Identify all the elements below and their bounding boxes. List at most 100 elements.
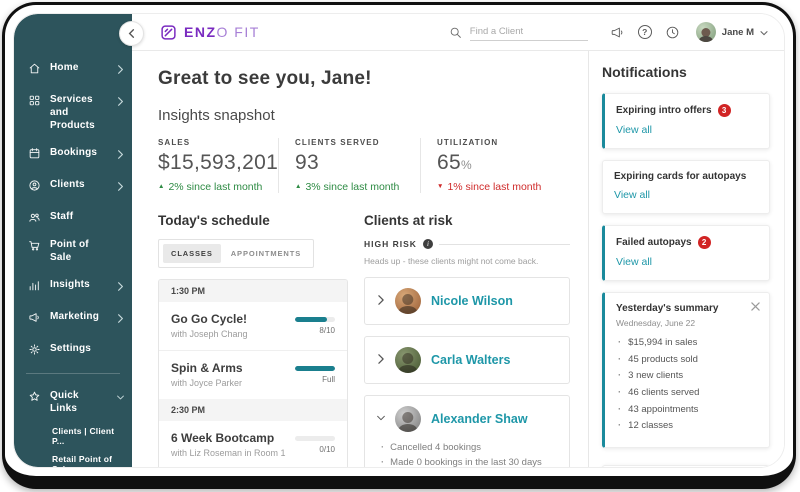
stat-utilization: UTILIZATION 65% 1% since last month [420,138,555,193]
sidebar-item-home[interactable]: Home [14,54,132,86]
client-name-link[interactable]: Carla Walters [431,353,511,367]
clock-icon [666,26,679,38]
class-title: 6 Week Bootcamp [171,431,275,445]
class-info: Spin & Arms with Joyce Parker [171,361,243,388]
stat-label: SALES [158,138,191,147]
chevron-right-icon[interactable] [377,351,385,369]
stat-label: CLIENTS SERVED [295,138,380,147]
client-name-link[interactable]: Nicole Wilson [431,294,513,308]
bar-chart-icon [29,281,39,291]
user-name: Jane M [721,26,754,38]
summary-item: 45 products sold [618,352,758,369]
sidebar-item-bookings[interactable]: Bookings [14,139,132,171]
announcements-button[interactable] [610,25,625,40]
user-menu[interactable]: Jane M [695,22,768,42]
greeting-title: Great to see you, Jane! [158,68,372,89]
notification-name: Expiring intro offers [616,105,712,116]
notification-name: Expiring cards for autopays [614,171,747,182]
summary-title: Yesterday's summary [616,303,719,314]
summary-item: $15,994 in sales [618,335,758,352]
stat-change: 1% since last month [437,181,541,193]
star-icon [29,391,40,401]
chevron-right-icon[interactable] [377,292,385,310]
sidebar-item-label: Services and Products [50,94,95,131]
risk-client-card[interactable]: Carla Walters [364,336,570,384]
sidebar: Home Services and Products Bookings Clie… [14,14,132,467]
sidebar-item-label: Point of Sale [50,239,89,263]
capacity-bar [295,316,335,322]
avatar [395,288,421,314]
megaphone-icon [611,27,623,37]
gear-icon [29,344,40,355]
insights-snapshot-title: Insights snapshot [158,107,275,124]
notifications-title: Notifications [602,64,687,80]
chevron-down-icon[interactable] [377,410,385,428]
search-input[interactable] [469,23,588,41]
stat-change: 2% since last month [158,181,264,193]
schedule-class-row[interactable]: 6 Week Bootcamp with Liz Roseman in Room… [159,421,347,467]
sidebar-divider [26,373,120,374]
sidebar-item-services-products[interactable]: Services and Products [14,86,132,139]
summary-item: 3 new clients [618,368,758,385]
view-all-link[interactable]: View all [614,189,650,201]
client-name-link[interactable]: Alexander Shaw [431,412,528,426]
view-all-link[interactable]: View all [616,124,652,136]
risk-client-head: Carla Walters [377,347,557,373]
quick-link-item[interactable]: Clients | Client P... [52,426,115,446]
help-button[interactable] [637,25,652,39]
notification-card: Expiring intro offers 3 View all [602,93,770,149]
stat-sales: SALES $15,593,201 2% since last month [158,138,278,193]
divider [438,243,570,245]
stat-clients-served: CLIENTS SERVED 93 3% since last month [278,138,420,193]
notification-name: Failed autopays [616,237,692,248]
sidebar-item-label: Settings [50,343,92,354]
sidebar-item-clients[interactable]: Clients [14,171,132,203]
trend-down-icon [437,184,443,191]
chevron-right-icon [117,278,124,296]
high-risk-subtitle: Heads up - these clients might not come … [364,256,539,266]
topbar-icons: Jane M [610,22,768,42]
class-capacity: 8/10 [295,316,335,335]
risk-client-card[interactable]: Nicole Wilson [364,277,570,325]
info-icon[interactable] [422,239,433,249]
stat-change-text: 1% since last month [447,181,542,193]
class-subtitle: with Liz Roseman in Room 1 [171,448,286,458]
clients-at-risk-title: Clients at risk [364,213,453,228]
schedule-class-row[interactable]: Spin & Arms with Joyce Parker Full [159,350,347,399]
app-window: Home Services and Products Bookings Clie… [13,13,785,468]
search-icon[interactable] [449,26,462,39]
stat-label: UTILIZATION [437,138,499,147]
view-all-link[interactable]: View all [616,256,652,268]
class-title: Go Go Cycle! [171,312,248,326]
logo-light: O FIT [216,24,260,40]
capacity-text: Full [322,374,335,384]
sidebar-item-settings[interactable]: Settings [14,335,132,363]
sidebar-item-staff[interactable]: Staff [14,203,132,231]
chevron-left-icon [128,29,135,38]
schedule-title: Today's schedule [158,213,270,228]
sidebar-quick-links-toggle[interactable]: Quick Links [14,382,132,422]
tab-classes[interactable]: CLASSES [163,244,221,263]
grid-icon [29,95,40,106]
sidebar-item-marketing[interactable]: Marketing [14,303,132,335]
class-subtitle: with Joseph Chang [171,329,248,339]
risk-client-card-expanded[interactable]: Alexander Shaw Cancelled 4 bookings Made… [364,395,570,467]
schedule-class-row[interactable]: Go Go Cycle! with Joseph Chang 8/10 [159,302,347,350]
sidebar-item-point-of-sale[interactable]: Point of Sale [14,231,132,271]
client-risk-detail: Made 0 bookings in the last 30 days [381,455,557,467]
quick-link-item[interactable]: Retail Point of Sale [52,454,113,467]
clients-at-risk-section: Clients at risk HIGH RISK Heads up - the… [364,213,570,467]
history-button[interactable] [665,25,680,40]
class-subtitle: with Joyce Parker [171,378,243,388]
brand-logo-icon [161,24,176,40]
chevron-down-icon [760,23,768,41]
brand-logo[interactable]: ENZO FIT [160,24,260,41]
sidebar-item-label: Marketing [50,311,100,322]
close-icon[interactable] [751,302,760,311]
logo-bold: ENZ [184,24,217,40]
chevron-right-icon [117,146,124,164]
sidebar-collapse-button[interactable] [119,21,144,46]
tab-appointments[interactable]: APPOINTMENTS [230,249,302,258]
sidebar-item-insights[interactable]: Insights [14,271,132,303]
